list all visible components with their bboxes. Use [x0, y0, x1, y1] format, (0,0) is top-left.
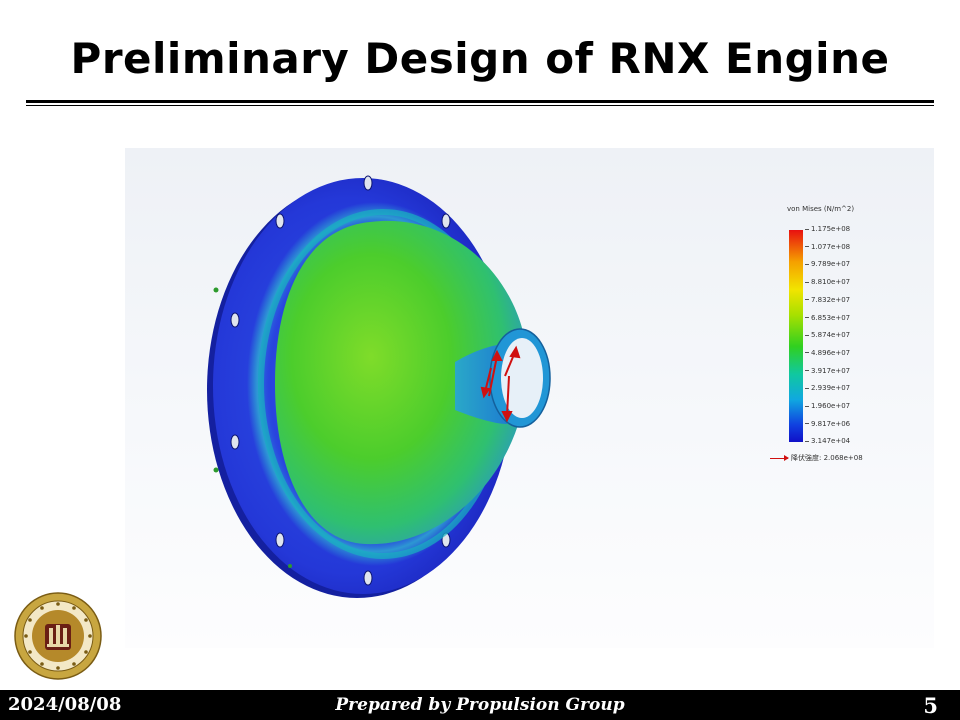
legend-tick: 6.853e+07 — [805, 313, 850, 323]
legend-colorbar — [789, 230, 803, 442]
dome — [275, 220, 528, 545]
legend-tick: 4.896e+07 — [805, 348, 850, 358]
legend-tick: 5.874e+07 — [805, 330, 850, 340]
university-seal-icon — [14, 592, 102, 680]
legend-tick: 7.832e+07 — [805, 295, 850, 305]
title-rule-thin — [26, 105, 934, 106]
yield-strength-row: 降伏強度: 2.068e+08 — [770, 453, 863, 463]
legend-tick: 2.939e+07 — [805, 383, 850, 393]
slide-title: Preliminary Design of RNX Engine — [70, 34, 890, 83]
legend-tick: 8.810e+07 — [805, 277, 850, 287]
footer-date: 2024/08/08 — [8, 694, 122, 715]
footer-bar: 2024/08/08 Prepared by Propulsion Group … — [0, 690, 960, 720]
page-number: 5 — [923, 693, 938, 718]
load-arrows — [480, 345, 521, 423]
legend-title: von Mises (N/m^2) — [787, 205, 855, 213]
legend-labels: 1.175e+08 1.077e+08 9.789e+07 8.810e+07 … — [805, 224, 885, 454]
yield-strength-label: 降伏強度: 2.068e+08 — [791, 454, 863, 462]
legend-tick: 1.960e+07 — [805, 401, 850, 411]
legend-tick: 1.175e+08 — [805, 224, 850, 234]
yield-arrow-icon — [770, 454, 789, 461]
fixture-markers — [213, 287, 292, 568]
legend-tick: 9.789e+07 — [805, 259, 850, 269]
legend-tick: 3.147e+04 — [805, 436, 850, 446]
title-rule — [26, 100, 934, 103]
bolt-holes — [230, 175, 451, 586]
legend-tick: 1.077e+08 — [805, 242, 850, 252]
engine-stress-plot — [207, 175, 551, 598]
legend-tick: 9.817e+06 — [805, 419, 850, 429]
footer-credit: Prepared by Propulsion Group — [335, 695, 625, 715]
simulation-render: von Mises (N/m^2) 1.175e+08 1.077e+08 9.… — [125, 148, 934, 648]
legend-tick: 3.917e+07 — [805, 366, 850, 376]
